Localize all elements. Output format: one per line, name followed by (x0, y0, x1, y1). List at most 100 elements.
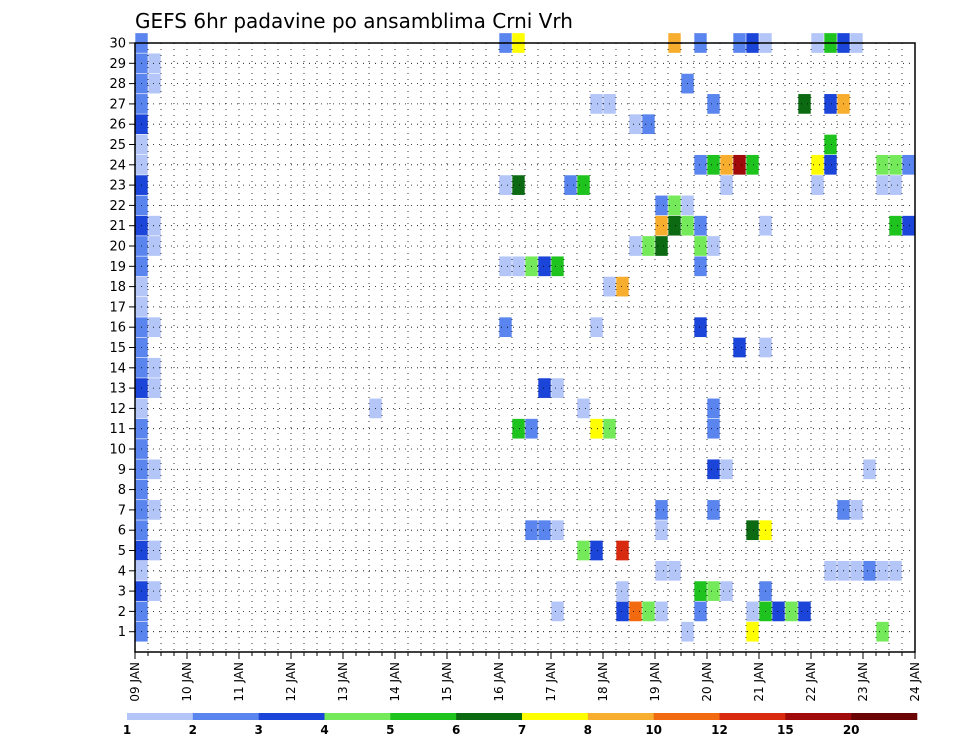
x-tick-label: 10 JAN (180, 662, 194, 702)
heatmap-cell (798, 601, 811, 622)
heatmap-cell (538, 378, 551, 398)
heatmap-cell (655, 236, 668, 256)
heatmap-cell (811, 175, 824, 195)
heatmap-cell (590, 540, 603, 561)
colorbar-swatch (522, 713, 589, 720)
heatmap-cell (148, 236, 161, 256)
y-tick-label: 19 (109, 260, 126, 275)
heatmap-cell (746, 154, 759, 175)
y-tick-label: 12 (109, 402, 126, 417)
x-tick-label: 24 JAN (908, 662, 922, 702)
colorbar-label: 7 (518, 723, 526, 737)
heatmap-cell (499, 256, 512, 277)
heatmap-cell (590, 94, 603, 114)
y-tick-label: 14 (109, 361, 126, 376)
heatmap-cell (863, 459, 876, 480)
heatmap-cell (707, 236, 720, 256)
heatmap-cell (577, 398, 590, 419)
heatmap-cell (629, 114, 642, 135)
heatmap-cell (694, 236, 707, 256)
x-tick-label: 21 JAN (752, 662, 766, 702)
heatmap-cell (889, 560, 902, 581)
heatmap-cell (148, 581, 161, 601)
y-tick-label: 16 (109, 321, 126, 336)
colorbar-swatch (851, 713, 918, 720)
heatmap-cell (538, 256, 551, 277)
y-tick-label: 26 (109, 118, 126, 133)
x-tick-label: 12 JAN (284, 662, 298, 702)
colorbar-swatch (719, 713, 786, 720)
heatmap-cell (655, 500, 668, 520)
heatmap-cell (720, 459, 733, 480)
heatmap-cell (668, 215, 681, 236)
y-tick-label: 2 (118, 605, 126, 620)
heatmap-cell (590, 418, 603, 439)
heatmap-cell (733, 154, 746, 175)
heatmap-cell (876, 154, 889, 175)
colorbar-label: 20 (843, 723, 860, 737)
y-tick-label: 28 (109, 77, 126, 92)
heatmap-cell (148, 378, 161, 398)
colorbar-label: 1 (123, 723, 131, 737)
heatmap-cell (902, 215, 915, 236)
heatmap-cell (876, 560, 889, 581)
heatmap-cell (629, 601, 642, 622)
heatmap-cell (733, 337, 746, 358)
heatmap-cell (616, 276, 629, 297)
colorbar-label: 2 (189, 723, 197, 737)
y-tick-label: 13 (109, 382, 126, 397)
x-tick-label: 18 JAN (596, 662, 610, 702)
colorbar-swatch (653, 713, 720, 720)
x-tick-label: 20 JAN (700, 662, 714, 702)
heatmap-cell (694, 601, 707, 622)
heatmap-cell (863, 560, 876, 581)
heatmap-cell (694, 154, 707, 175)
heatmap-cell (642, 114, 655, 135)
heatmap-cell (551, 256, 564, 277)
heatmap-cell (889, 154, 902, 175)
x-tick-label: 15 JAN (440, 662, 454, 702)
colorbar-label: 12 (711, 723, 728, 737)
colorbar-label: 15 (777, 723, 794, 737)
heatmap-cell (785, 601, 798, 622)
heatmap-cell (694, 317, 707, 338)
heatmap-cell (148, 459, 161, 480)
heatmap-cell (655, 601, 668, 622)
y-tick-label: 30 (109, 37, 126, 52)
heatmap-cell (811, 154, 824, 175)
heatmap-cell (746, 621, 759, 642)
y-tick-label: 24 (109, 158, 126, 173)
heatmap-cell (889, 175, 902, 195)
heatmap-cell (668, 560, 681, 581)
heatmap-cell (616, 581, 629, 601)
chart-title: GEFS 6hr padavine po ansamblima Crni Vrh (135, 9, 573, 33)
y-axis-ticks: 1234567891011121314151617181920212223242… (109, 37, 135, 640)
heatmap-cell (655, 195, 668, 216)
y-tick-label: 6 (118, 524, 126, 539)
heatmap-cell (148, 53, 161, 74)
y-tick-label: 27 (109, 97, 126, 112)
colorbar-label: 8 (584, 723, 592, 737)
colorbar-swatch (127, 713, 194, 720)
colorbar-swatch (456, 713, 523, 720)
y-tick-label: 29 (109, 57, 126, 72)
heatmap-cell (551, 378, 564, 398)
y-tick-label: 9 (118, 463, 126, 478)
x-tick-label: 09 JAN (128, 662, 142, 702)
x-axis-ticks: 09 JAN 10 JAN 11 JAN 12 JAN 13 JAN 14 JAN 15 J… (128, 652, 922, 702)
heatmap-cell (889, 215, 902, 236)
x-tick-label: 17 JAN (544, 662, 558, 702)
heatmap-cell (148, 357, 161, 378)
y-tick-label: 3 (118, 585, 126, 600)
heatmap-cell (707, 94, 720, 114)
heatmap-cell (876, 175, 889, 195)
y-tick-label: 23 (109, 179, 126, 194)
heatmap-cell (902, 154, 915, 175)
colorbar-swatch (390, 713, 457, 720)
heatmap-cell (538, 520, 551, 541)
heatmap-cell (850, 500, 863, 520)
heatmap-cell (824, 154, 837, 175)
heatmap-cell (148, 540, 161, 561)
heatmap-cell (551, 520, 564, 541)
heatmap-cell (798, 94, 811, 114)
